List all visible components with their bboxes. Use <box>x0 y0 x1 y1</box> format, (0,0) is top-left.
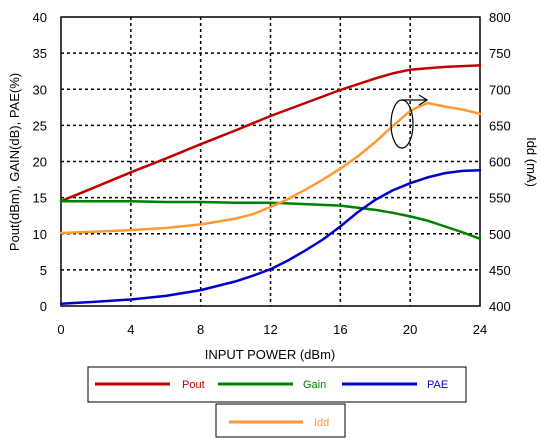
annotation-arrow-head <box>418 94 429 106</box>
y-right-tick-label: 400 <box>489 299 511 314</box>
x-tick-label: 4 <box>127 322 134 337</box>
y-right-tick-label: 650 <box>489 118 511 133</box>
idd-axis-annotation <box>390 94 429 149</box>
x-tick-label: 8 <box>197 322 204 337</box>
y-left-tick-label: 35 <box>33 46 47 61</box>
y-right-tick-label: 500 <box>489 227 511 242</box>
y-left-axis-title: Pout(dBm), GAIN(dB), PAE(%) <box>7 73 22 251</box>
plot-frame <box>60 16 481 307</box>
y-right-tick-label: 700 <box>489 82 511 97</box>
series-line-pae <box>59 168 482 306</box>
y-left-tick-label: 20 <box>33 155 47 170</box>
legend-label-pout: Pout <box>182 379 205 391</box>
grid <box>61 17 480 306</box>
x-tick-labels: 0 4 8 12 16 20 24 <box>57 322 487 337</box>
y-left-tick-label: 40 <box>33 10 47 25</box>
y-left-tick-label: 10 <box>33 227 47 242</box>
series-layer <box>59 64 482 306</box>
x-tick-label: 12 <box>263 322 277 337</box>
y-left-tick-labels: 0 5 10 15 20 25 30 35 40 <box>33 10 47 314</box>
y-right-tick-label: 800 <box>489 10 511 25</box>
y-left-tick-label: 0 <box>40 299 47 314</box>
y-right-tick-label: 750 <box>489 46 511 61</box>
legend-label-gain: Gain <box>303 379 326 391</box>
y-right-tick-labels: 400 450 500 550 600 650 700 750 800 <box>489 10 511 314</box>
y-left-tick-label: 15 <box>33 191 47 206</box>
y-right-tick-label: 550 <box>489 191 511 206</box>
series-line-pout <box>59 64 482 203</box>
x-axis-title: INPUT POWER (dBm) <box>205 347 336 362</box>
x-tick-label: 16 <box>333 322 347 337</box>
y-left-tick-label: 25 <box>33 118 47 133</box>
x-tick-label: 20 <box>403 322 417 337</box>
x-tick-label: 0 <box>57 322 64 337</box>
series-line-idd <box>59 101 482 235</box>
y-right-tick-label: 450 <box>489 263 511 278</box>
x-tick-label: 24 <box>473 322 487 337</box>
series-line-gain <box>59 199 482 241</box>
y-right-tick-label: 600 <box>489 155 511 170</box>
y-left-tick-label: 30 <box>33 82 47 97</box>
y-left-tick-label: 5 <box>40 263 47 278</box>
legend-label-idd: Idd <box>314 417 329 429</box>
y-right-axis-title: Idd (mA) <box>524 137 539 187</box>
legend-label-pae: PAE <box>427 379 448 391</box>
legend: Pout Gain PAE Idd <box>87 366 467 438</box>
